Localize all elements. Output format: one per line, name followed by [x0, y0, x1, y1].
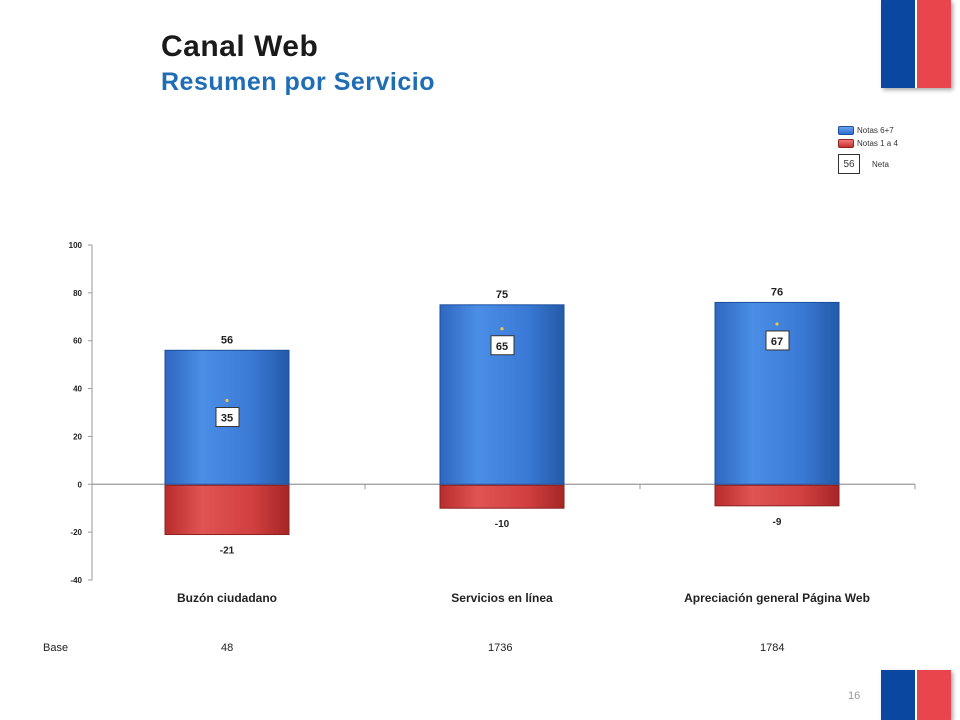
neta-box [765, 330, 790, 351]
neta-value: 35 [221, 413, 233, 425]
flag-decoration-bottom [881, 670, 951, 720]
y-tick-label: 60 [73, 337, 82, 346]
chart-legend: Notas 6+7 Notas 1 a 4 56 Neta [838, 124, 898, 174]
data-label-positive: 76 [771, 286, 783, 298]
legend-item-neta: 56 Neta [838, 154, 898, 174]
legend-label-positive: Notas 6+7 [857, 126, 894, 135]
legend-neta-box: 56 [838, 154, 860, 174]
bar-negative [714, 484, 840, 507]
neta-value: 65 [496, 341, 508, 353]
neta-marker [775, 322, 779, 326]
category-label: Servicios en línea [451, 591, 553, 605]
neta-marker [500, 327, 504, 331]
base-value-1: 1736 [488, 642, 513, 654]
base-value-2: 1784 [760, 642, 785, 654]
neta-value: 67 [771, 336, 783, 348]
y-tick-label: 80 [73, 289, 82, 298]
neta-box [490, 335, 515, 356]
legend-swatch-blue [838, 126, 854, 135]
legend-item-negative: Notas 1 a 4 [838, 137, 898, 150]
legend-item-positive: Notas 6+7 [838, 124, 898, 137]
y-tick-label: -40 [70, 576, 82, 585]
y-tick-label: 40 [73, 385, 82, 394]
data-label-negative: -9 [773, 517, 782, 528]
page-title: Canal Web [161, 30, 319, 63]
legend-label-neta: Neta [872, 159, 889, 169]
neta-box [215, 407, 240, 428]
page-subtitle: Resumen por Servicio [161, 68, 435, 96]
flag-decoration-top [881, 0, 951, 88]
category-label: Buzón ciudadano [177, 591, 277, 605]
legend-swatch-red [838, 139, 854, 148]
legend-label-negative: Notas 1 a 4 [857, 139, 898, 148]
y-tick-label: 20 [73, 432, 82, 441]
page-number: 16 [848, 690, 861, 702]
y-tick-label: 100 [69, 241, 83, 250]
category-label: Apreciación general Página Web [684, 591, 870, 605]
data-label-negative: -10 [495, 519, 510, 530]
base-value-0: 48 [221, 642, 234, 654]
data-label-positive: 75 [496, 289, 508, 301]
bar-positive [439, 304, 565, 485]
y-tick-label: -20 [70, 528, 82, 537]
data-label-positive: 56 [221, 334, 233, 346]
neta-marker [225, 398, 229, 403]
bar-negative [164, 484, 290, 536]
bar-negative [439, 484, 565, 509]
base-label: Base [43, 642, 69, 654]
y-tick-label: 0 [78, 480, 83, 489]
data-label-negative: -21 [220, 546, 235, 557]
bar-positive [714, 301, 840, 485]
